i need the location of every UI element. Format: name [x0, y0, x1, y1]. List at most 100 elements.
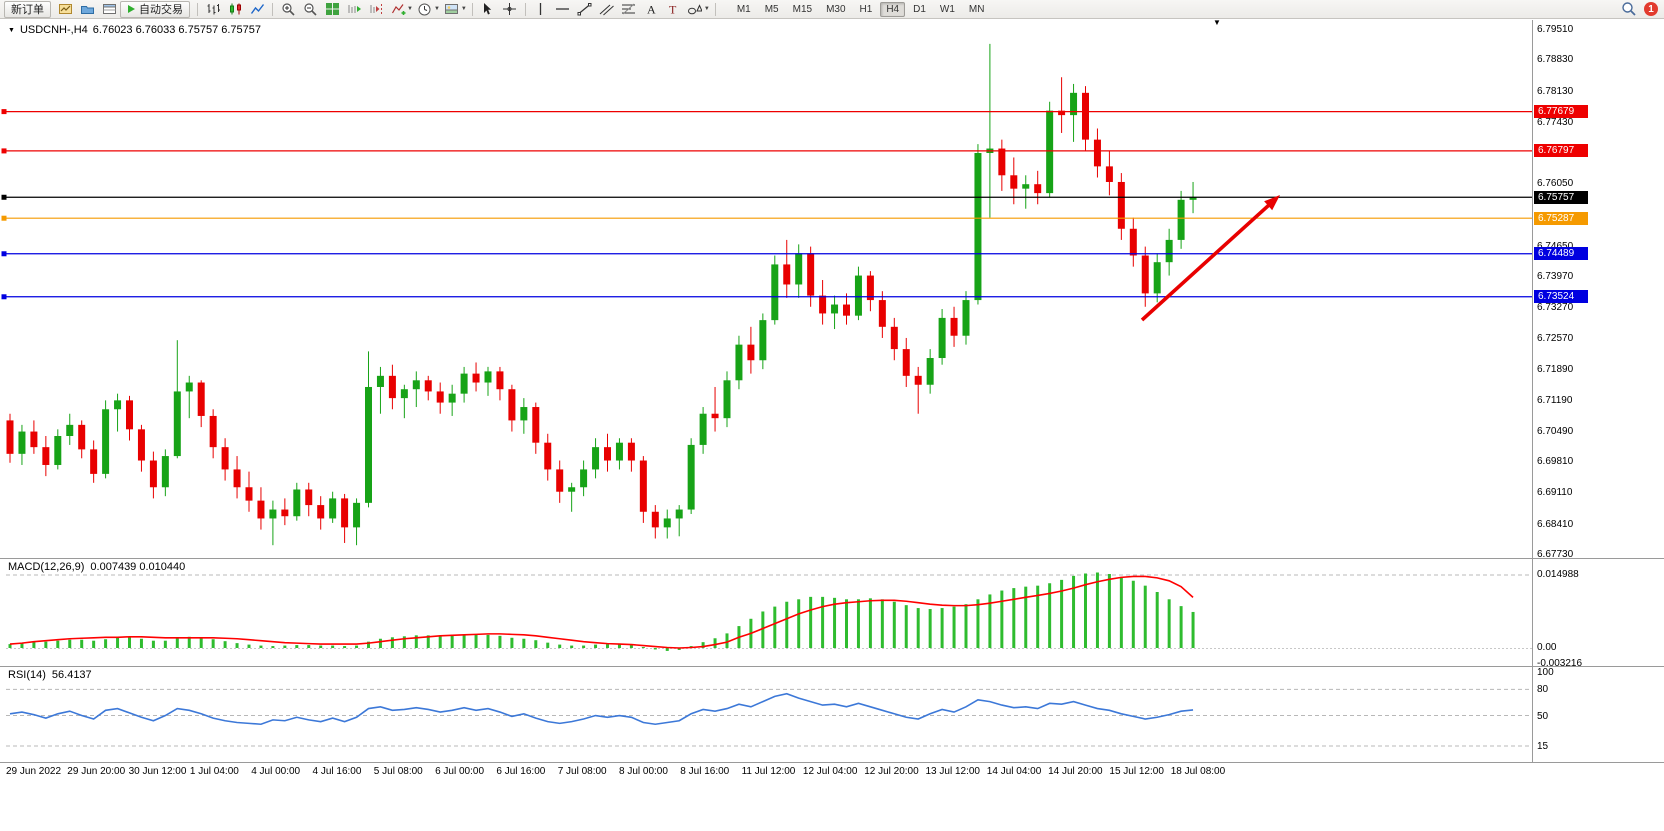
time-axis-label: 12 Jul 04:00 [802, 766, 858, 777]
time-axis-label: 29 Jun 2022 [6, 766, 62, 777]
time-axis-label: 14 Jul 04:00 [986, 766, 1042, 777]
price-axis-label: 6.78830 [1537, 54, 1574, 66]
chart-title: ▼ USDCNH-,H4 6.76023 6.76033 6.75757 6.7… [8, 24, 261, 36]
profiles-icon[interactable] [77, 1, 97, 17]
line-chart-icon[interactable] [247, 1, 267, 17]
cursor-icon[interactable] [478, 1, 498, 17]
timeframe-m15[interactable]: M15 [792, 3, 813, 15]
zoom-out-icon[interactable] [300, 1, 320, 17]
new-order-label: 新订单 [11, 4, 44, 16]
vertical-line-icon[interactable] [531, 1, 551, 17]
channel-icon[interactable] [597, 1, 617, 17]
autotrading-label: 自动交易 [139, 4, 183, 16]
toolbar: 新订单 自动交易 ▼ ▼ ▼ [0, 0, 1664, 19]
fibonacci-icon[interactable] [619, 1, 639, 17]
auto-scroll-icon[interactable] [344, 1, 364, 17]
timeframe-m5[interactable]: M5 [764, 3, 779, 15]
time-axis-label: 6 Jul 16:00 [496, 766, 546, 777]
time-axis-label: 30 Jun 12:00 [128, 766, 187, 777]
price-line-badge: 6.75287 [1534, 211, 1588, 225]
indicators-icon[interactable] [388, 1, 408, 17]
time-axis-label: 15 Jul 12:00 [1109, 766, 1164, 777]
macd-signal-line [9, 575, 1194, 649]
chart-shift-icon[interactable] [366, 1, 386, 17]
timeframe-h4[interactable]: H4 [880, 1, 906, 17]
time-axis-label: 18 Jul 08:00 [1170, 766, 1226, 777]
chevron-down-icon[interactable]: ▼ [433, 6, 440, 12]
timeframe-mn[interactable]: MN [968, 3, 985, 15]
time-axis-label: 14 Jul 20:00 [1048, 766, 1103, 777]
new-order-button[interactable]: 新订单 [4, 0, 51, 18]
chevron-down-icon[interactable]: ▼ [460, 6, 467, 12]
macd-values-label: 0.007439 0.010440 [90, 561, 186, 573]
timeframe-h1[interactable]: H1 [859, 3, 873, 15]
label-tool-icon[interactable]: T [663, 1, 683, 17]
timeframe-w1[interactable]: W1 [939, 3, 955, 15]
macd-axis-label: -0.003216 [1537, 657, 1583, 669]
horizontal-line-icon[interactable] [553, 1, 573, 17]
search-icon[interactable] [1619, 1, 1639, 17]
price-axis-label: 6.71190 [1537, 394, 1573, 406]
macd-axis-label: 0.00 [1537, 642, 1557, 653]
autotrading-play-icon [128, 5, 135, 13]
time-axis-label: 6 Jul 00:00 [435, 766, 485, 777]
chevron-down-icon[interactable]: ▼ [407, 6, 413, 12]
trend-arrow[interactable] [1140, 195, 1280, 322]
data-window-icon[interactable] [99, 1, 119, 17]
chart-dropdown-icon[interactable]: ▼ [8, 26, 15, 34]
price-line-badge: 6.75757 [1534, 190, 1588, 204]
time-axis-label: 4 Jul 16:00 [312, 766, 362, 777]
zoom-in-icon[interactable] [278, 1, 298, 17]
time-axis-label: 4 Jul 00:00 [251, 766, 301, 777]
chevron-down-icon[interactable]: ▼ [703, 6, 710, 12]
notification-badge[interactable]: 1 [1644, 2, 1658, 16]
timeframe-d1[interactable]: D1 [913, 3, 926, 15]
candlestick-chart-icon[interactable] [225, 1, 245, 17]
ohlc-quote-label: 6.76023 6.76033 6.75757 6.75757 [92, 24, 261, 36]
tile-windows-icon[interactable] [322, 1, 342, 17]
price-axis-label: 6.76050 [1537, 178, 1574, 190]
time-axis-label: 1 Jul 04:00 [189, 766, 239, 777]
time-axis-label: 8 Jul 16:00 [680, 766, 730, 777]
rsi-axis-label: 50 [1537, 710, 1549, 722]
price-line-badge: 6.76797 [1534, 144, 1588, 158]
price-axis-label: 6.78130 [1537, 85, 1574, 97]
toolbar-separator [197, 2, 198, 16]
macd-panel [6, 572, 1532, 651]
chart-shift-marker: ▼ [1213, 18, 1221, 27]
toolbar-separator [714, 2, 716, 16]
time-axis-label: 5 Jul 08:00 [373, 766, 423, 777]
time-axis-label: 29 Jun 20:00 [67, 766, 126, 777]
price-line-badge: 6.73524 [1534, 290, 1588, 304]
rsi-panel-title: RSI(14) 56.4137 [8, 669, 92, 681]
time-axis-label: 11 Jul 12:00 [741, 766, 796, 777]
price-axis-label: 6.73970 [1537, 270, 1574, 282]
price-axis-label: 6.69110 [1537, 487, 1573, 499]
templates-icon[interactable] [442, 1, 462, 17]
symbol-period-label: USDCNH-,H4 [19, 24, 88, 36]
price-axis-label: 6.67730 [1537, 549, 1574, 560]
bar-chart-icon[interactable] [203, 1, 223, 17]
new-chart-icon[interactable] [55, 1, 75, 17]
candlestick-series [6, 43, 1197, 546]
trendline-icon[interactable] [575, 1, 595, 17]
rsi-line [9, 692, 1194, 726]
crosshair-icon[interactable] [500, 1, 520, 17]
timeframe-m30[interactable]: M30 [826, 3, 846, 15]
text-tool-icon[interactable]: A [641, 1, 661, 17]
toolbar-separator [272, 2, 273, 16]
rsi-panel [6, 688, 1532, 747]
time-axis-label: 7 Jul 08:00 [557, 766, 607, 777]
price-lines[interactable] [1, 109, 1533, 300]
periods-icon[interactable] [415, 1, 435, 17]
timeframe-group: M1 M5 M15 M30 H1 H4 D1 W1 MN [730, 1, 992, 17]
price-axis-label: 6.69810 [1537, 456, 1574, 468]
autotrading-button[interactable]: 自动交易 [120, 0, 190, 18]
timeframe-m1[interactable]: M1 [736, 3, 751, 15]
rsi-axis-label: 100 [1537, 667, 1554, 678]
price-axis-label: 6.70490 [1537, 425, 1574, 437]
time-axis-label: 13 Jul 12:00 [925, 766, 981, 777]
shapes-icon[interactable] [685, 1, 705, 17]
